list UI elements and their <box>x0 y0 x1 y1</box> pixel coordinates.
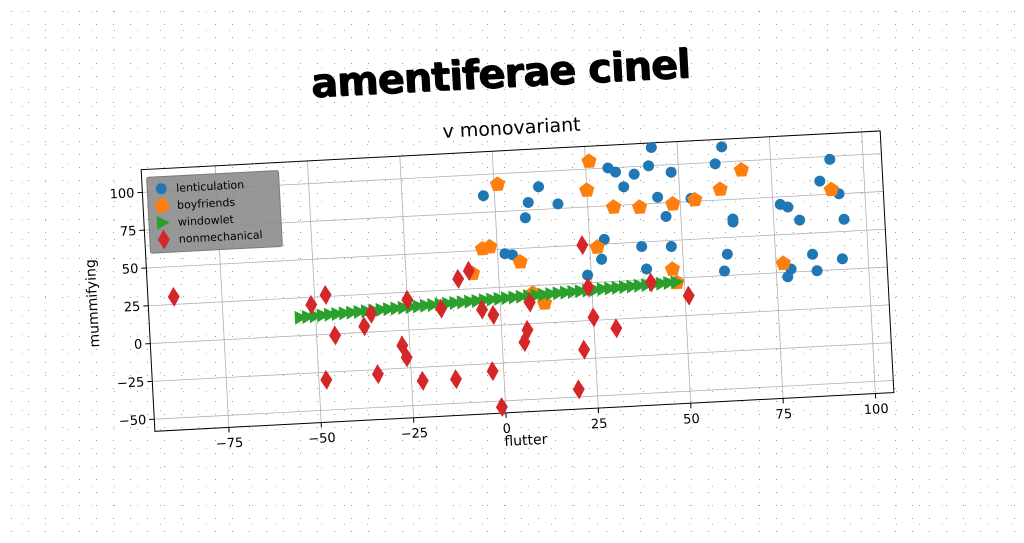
x-axis-label: flutter <box>504 432 548 450</box>
y-tick-label: 100 <box>109 186 135 202</box>
y-tick-label: −50 <box>119 413 147 429</box>
lenticulation-point <box>522 197 534 209</box>
series-nonmechanical <box>166 229 701 434</box>
lenticulation-point <box>660 211 672 223</box>
lenticulation-point <box>618 181 630 193</box>
x-tick-label: 25 <box>590 417 607 433</box>
boyfriends-point <box>581 153 597 168</box>
nonmechanical-point <box>587 307 600 328</box>
boyfriends-point <box>733 162 749 177</box>
nonmechanical-point <box>578 339 591 360</box>
boyfriends-point <box>665 196 681 211</box>
legend: lenticulationboyfriendswindowletnonmecha… <box>147 170 283 253</box>
lenticulation-point <box>794 214 806 226</box>
x-tick-label: 75 <box>775 407 792 423</box>
y-tick-label: 25 <box>123 300 140 316</box>
lenticulation-point <box>814 175 826 187</box>
boyfriends-point <box>606 199 622 214</box>
y-tick-label: 0 <box>134 338 143 353</box>
lenticulation-point <box>811 265 823 277</box>
x-grid-line <box>677 142 691 404</box>
nonmechanical-point <box>452 269 465 290</box>
y-tick-label: 50 <box>121 262 138 278</box>
nonmechanical-point <box>487 305 500 326</box>
x-grid-line <box>862 132 876 394</box>
nonmechanical-point <box>682 285 695 306</box>
lenticulation-point <box>824 154 836 166</box>
y-grid-line <box>150 305 889 344</box>
boyfriends-point <box>490 176 506 191</box>
y-axis-label: mummifying <box>83 259 104 348</box>
lenticulation-point <box>520 212 532 224</box>
x-tick-label: −25 <box>400 426 428 442</box>
lenticulation-point <box>643 160 655 172</box>
boyfriends-point <box>632 199 648 214</box>
x-tick-label: −50 <box>308 431 336 447</box>
lenticulation-point <box>652 191 664 203</box>
lenticulation-point <box>837 253 849 265</box>
chart-title: v monovariant <box>442 114 581 143</box>
nonmechanical-point <box>644 272 657 293</box>
lenticulation-point <box>807 249 819 261</box>
x-grid-line <box>400 156 414 418</box>
nonmechanical-point <box>416 371 429 392</box>
nonmechanical-point <box>319 285 332 306</box>
lenticulation-point <box>533 181 545 193</box>
x-tick-label: 100 <box>863 402 889 418</box>
nonmechanical-point <box>576 235 589 256</box>
lenticulation-point <box>596 253 608 265</box>
lenticulation-point <box>838 213 850 225</box>
lenticulation-point <box>716 141 728 153</box>
boyfriends-point <box>665 261 681 276</box>
x-tick-label: 50 <box>683 412 700 428</box>
lenticulation-point <box>722 248 734 260</box>
lenticulation-point <box>628 168 640 180</box>
x-grid-line <box>307 161 321 423</box>
nonmechanical-point <box>329 325 342 346</box>
nonmechanical-point <box>610 318 623 339</box>
x-tick-label: −75 <box>216 436 244 452</box>
nonmechanical-point <box>371 364 384 385</box>
nonmechanical-point <box>449 369 462 390</box>
y-tick-label: 75 <box>119 224 136 240</box>
series-lenticulation <box>476 132 853 298</box>
y-grid-line <box>152 343 891 382</box>
lenticulation-point <box>478 190 490 202</box>
boyfriends-point <box>712 181 728 196</box>
lenticulation-point <box>665 166 677 178</box>
y-tick-label: −25 <box>117 375 145 391</box>
lenticulation-point <box>709 158 721 170</box>
lenticulation-point <box>666 241 678 253</box>
boyfriends-point <box>579 182 595 197</box>
